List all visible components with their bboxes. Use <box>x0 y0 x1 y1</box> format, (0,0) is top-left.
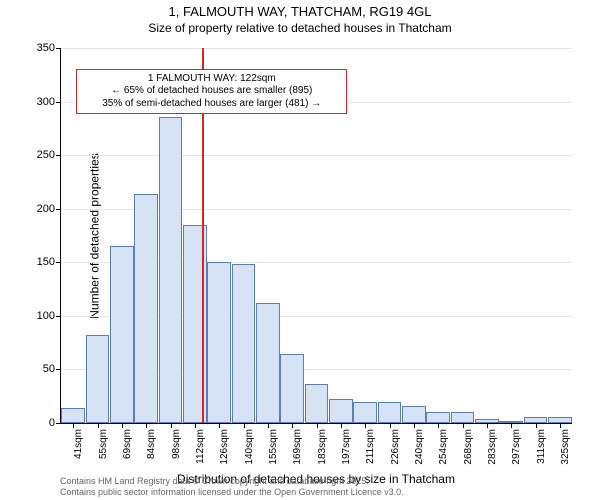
y-tick-label: 100 <box>37 310 55 322</box>
x-tick <box>73 423 74 428</box>
histogram-bar <box>378 402 402 423</box>
annotation-line: ← 65% of detached houses are smaller (89… <box>83 85 340 98</box>
histogram-bar <box>353 402 377 423</box>
x-tick <box>122 423 123 428</box>
x-tick-label: 311sqm <box>536 429 547 464</box>
x-tick-label: 268sqm <box>463 429 474 465</box>
y-tick-label: 0 <box>49 417 55 429</box>
x-tick-label: 240sqm <box>414 429 425 465</box>
annotation-line: 35% of semi-detached houses are larger (… <box>83 98 340 111</box>
x-tick-label: 155sqm <box>268 429 279 465</box>
x-tick <box>463 423 464 428</box>
y-tick-label: 150 <box>37 256 55 268</box>
x-tick-label: 211sqm <box>365 429 376 464</box>
x-tick-label: 283sqm <box>487 429 498 465</box>
x-tick-label: 84sqm <box>146 429 157 459</box>
x-tick-label: 69sqm <box>122 429 133 459</box>
y-tick <box>56 102 61 103</box>
x-tick <box>487 423 488 428</box>
histogram-bar <box>280 354 304 423</box>
x-tick-label: 254sqm <box>438 429 449 465</box>
histogram-bar <box>61 408 85 423</box>
y-tick-label: 250 <box>37 149 55 161</box>
plot-area: 05010015020025030035041sqm55sqm69sqm84sq… <box>60 48 572 424</box>
x-tick <box>414 423 415 428</box>
annotation-line: 1 FALMOUTH WAY: 122sqm <box>83 73 340 86</box>
annotation-box: 1 FALMOUTH WAY: 122sqm← 65% of detached … <box>76 69 347 115</box>
histogram-bar <box>159 117 183 423</box>
x-tick <box>390 423 391 428</box>
y-tick <box>56 209 61 210</box>
x-tick-label: 169sqm <box>292 429 303 465</box>
y-tick-label: 300 <box>37 96 55 108</box>
x-tick <box>98 423 99 428</box>
histogram-bar <box>426 412 450 423</box>
x-tick-label: 197sqm <box>341 429 352 465</box>
histogram-bar <box>402 406 426 423</box>
x-tick <box>195 423 196 428</box>
x-tick-label: 297sqm <box>511 429 522 465</box>
histogram-bar <box>256 303 280 423</box>
x-tick-label: 325sqm <box>560 429 571 465</box>
x-tick-label: 183sqm <box>317 429 328 465</box>
y-tick <box>56 48 61 49</box>
x-tick-label: 226sqm <box>390 429 401 465</box>
histogram-bar <box>207 262 231 423</box>
histogram-bar <box>451 412 475 423</box>
x-tick <box>511 423 512 428</box>
y-tick-label: 200 <box>37 203 55 215</box>
y-tick <box>56 423 61 424</box>
histogram-bar <box>86 335 110 423</box>
x-tick-label: 55sqm <box>98 429 109 459</box>
footer-line-1: Contains HM Land Registry data © Crown c… <box>60 476 404 487</box>
histogram-bar <box>134 194 158 423</box>
x-tick-label: 98sqm <box>171 429 182 459</box>
gridline <box>61 48 572 49</box>
y-tick-label: 50 <box>43 363 55 375</box>
histogram-bar <box>329 399 353 423</box>
x-tick <box>560 423 561 428</box>
histogram-bar <box>110 246 134 423</box>
x-tick-label: 41sqm <box>73 429 84 459</box>
gridline <box>61 155 572 156</box>
x-tick <box>219 423 220 428</box>
x-tick-label: 126sqm <box>219 429 230 465</box>
y-tick <box>56 316 61 317</box>
x-tick-label: 140sqm <box>244 429 255 465</box>
y-tick <box>56 262 61 263</box>
x-tick <box>536 423 537 428</box>
histogram-bar <box>305 384 329 423</box>
x-tick <box>268 423 269 428</box>
chart-footer: Contains HM Land Registry data © Crown c… <box>60 476 404 498</box>
x-tick <box>317 423 318 428</box>
footer-line-2: Contains public sector information licen… <box>60 487 404 498</box>
x-tick <box>146 423 147 428</box>
x-tick <box>365 423 366 428</box>
histogram-bar <box>232 264 256 423</box>
chart-area: Number of detached properties 0501001502… <box>60 48 572 424</box>
x-tick <box>292 423 293 428</box>
y-tick-label: 350 <box>37 42 55 54</box>
y-tick <box>56 369 61 370</box>
x-tick <box>171 423 172 428</box>
y-tick <box>56 155 61 156</box>
x-tick <box>438 423 439 428</box>
x-tick-label: 112sqm <box>195 429 206 464</box>
chart-title: 1, FALMOUTH WAY, THATCHAM, RG19 4GL <box>0 0 600 21</box>
x-tick <box>244 423 245 428</box>
chart-subtitle: Size of property relative to detached ho… <box>0 21 600 37</box>
x-tick <box>341 423 342 428</box>
